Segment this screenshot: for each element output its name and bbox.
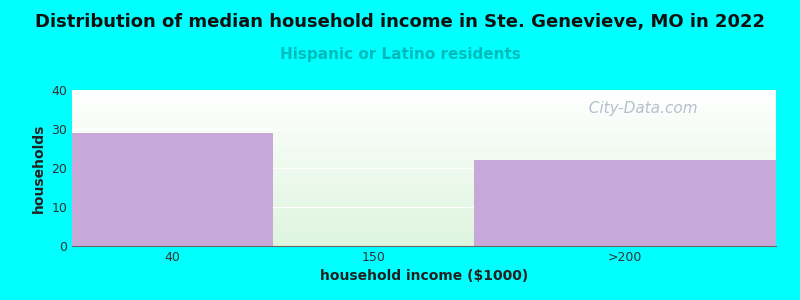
X-axis label: household income ($1000): household income ($1000) <box>320 269 528 284</box>
Text: City-Data.com: City-Data.com <box>579 101 698 116</box>
Text: Hispanic or Latino residents: Hispanic or Latino residents <box>279 46 521 62</box>
Bar <box>72 133 273 246</box>
Bar <box>474 160 776 246</box>
Text: Distribution of median household income in Ste. Genevieve, MO in 2022: Distribution of median household income … <box>35 14 765 32</box>
Y-axis label: households: households <box>32 123 46 213</box>
